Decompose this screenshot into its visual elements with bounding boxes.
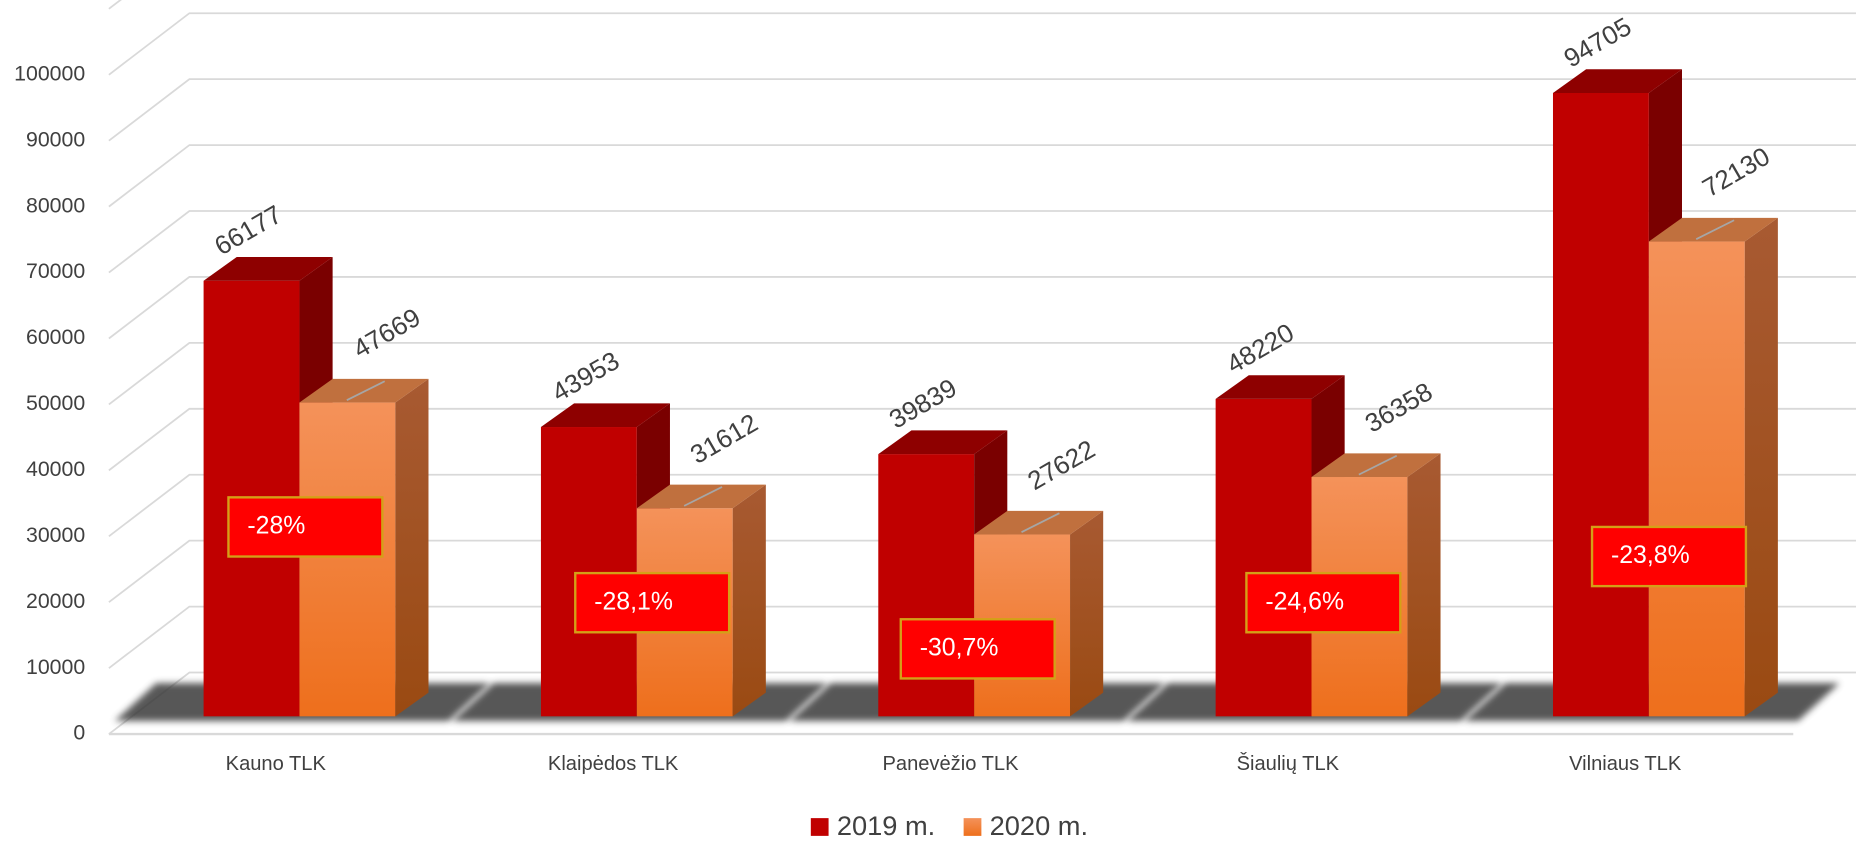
bars [114, 69, 1840, 722]
value-label: 39839 [884, 372, 962, 434]
change-label: -30,7% [920, 634, 999, 661]
bar-front [1215, 398, 1312, 717]
legend-label: 2020 m. [990, 810, 1088, 841]
value-label: 72130 [1697, 141, 1775, 203]
value-label: 66177 [209, 199, 287, 261]
value-label: 36358 [1360, 376, 1438, 438]
y-tick-label: 70000 [26, 259, 85, 283]
legend-swatch [810, 818, 829, 836]
y-tick-label: 30000 [26, 523, 85, 547]
bar-side [1744, 217, 1778, 717]
bar-front [299, 402, 396, 717]
legend-label: 2019 m. [837, 810, 935, 841]
bar-side [1407, 453, 1441, 717]
change-box [1245, 571, 1402, 634]
leader-line [683, 486, 723, 507]
value-label: 94705 [1559, 11, 1637, 73]
x-tick-label: Vilniaus TLK [1569, 753, 1682, 775]
value-label: 48220 [1221, 317, 1299, 379]
bar [974, 510, 1104, 717]
y-tick-label: 90000 [26, 127, 85, 151]
x-tick-label: Šiaulių TLK [1237, 752, 1340, 775]
change-box [574, 571, 731, 634]
y-tick-label: 100000 [14, 61, 85, 85]
bar-front [1552, 92, 1649, 717]
leader-line [1358, 454, 1398, 476]
bar [299, 378, 429, 717]
bar [1552, 69, 1682, 717]
y-tick-label: 10000 [26, 655, 85, 679]
bar-top [540, 403, 670, 428]
bar-top [1552, 69, 1682, 93]
change-label: -28% [247, 513, 305, 540]
bar [1648, 217, 1778, 717]
change-label: -28,1% [594, 588, 673, 615]
bar-top [878, 430, 1008, 455]
y-tick-label: 40000 [26, 457, 85, 481]
change-label: -24,6% [1265, 588, 1344, 615]
x-tick-label: Kauno TLK [226, 753, 327, 775]
grid-line [108, 12, 1856, 76]
change-box [899, 618, 1056, 680]
bar-side [395, 378, 429, 717]
bar-top [1215, 375, 1345, 399]
bar-front [1648, 241, 1745, 717]
bar-front [540, 427, 637, 717]
leader-line [346, 380, 386, 401]
grid-line [108, 341, 1856, 406]
legend-swatch [963, 818, 982, 836]
grid-line [108, 276, 1856, 340]
y-tick-label: 50000 [26, 391, 85, 415]
leader-line [1695, 219, 1735, 240]
change-box [1590, 525, 1748, 588]
y-tick-label: 80000 [26, 193, 85, 217]
grid [108, 0, 1856, 736]
y-tick-label: 20000 [26, 589, 85, 613]
change-box [227, 496, 384, 558]
value-label: 43953 [547, 345, 625, 407]
grid-top [108, 0, 122, 10]
bar-side [1070, 510, 1104, 717]
grid-line [108, 78, 1856, 142]
grid-line [108, 210, 1856, 274]
value-label: 27622 [1022, 434, 1100, 496]
x-tick-label: Klaipėdos TLK [548, 753, 679, 775]
change-label: -23,8% [1611, 542, 1690, 569]
y-tick-label: 0 [73, 721, 85, 745]
grid-line [108, 144, 1856, 208]
bar-side [732, 484, 766, 717]
x-tick-label: Panevėžio TLK [882, 753, 1019, 775]
y-tick-label: 60000 [26, 325, 85, 349]
value-label: 31612 [685, 408, 763, 470]
bar-top [203, 257, 333, 281]
leader-line [1021, 512, 1060, 533]
value-label: 47669 [348, 302, 426, 364]
